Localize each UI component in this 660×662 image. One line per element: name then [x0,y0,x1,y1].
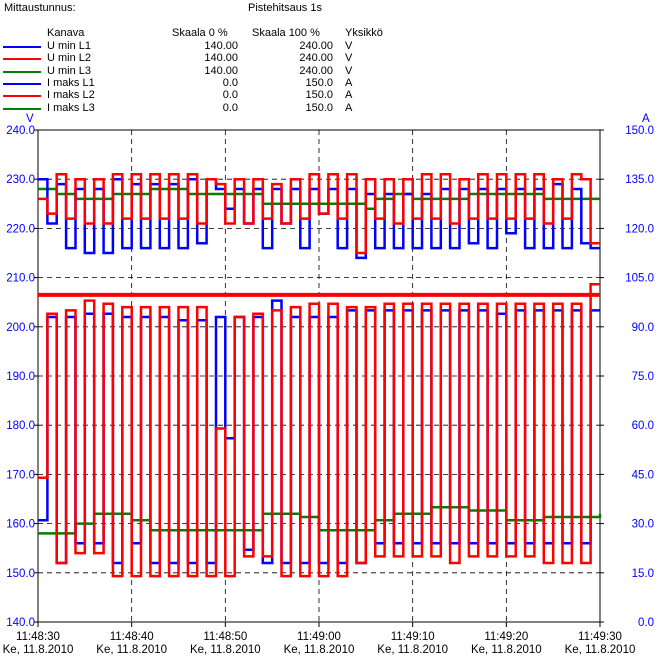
col-scale0-header: Skaala 0 % [172,27,228,39]
col-scale100-header: Skaala 100 % [252,27,320,39]
x-tick-date: Ke, 11.8.2010 [377,644,448,656]
right-tick-label: 120.0 [625,223,654,235]
legend-unit: V [345,64,353,77]
legend-unit: A [345,89,353,102]
left-tick-label: 170.0 [6,469,35,481]
legend-unit: V [345,52,353,65]
left-tick-label: 230.0 [6,174,35,186]
right-tick-label: 105.0 [625,273,654,285]
legend-swatch [3,95,41,98]
legend-row: I maks L2 0.0 150.0 A [0,89,400,101]
legend-channel-name: I maks L1 [47,76,95,89]
right-tick-label: 135.0 [625,174,654,186]
x-tick-time: 11:48:40 [110,631,154,643]
right-tick-label: 150.0 [625,125,654,137]
legend-channel-name: I maks L3 [47,101,95,114]
right-tick-label: 45.0 [632,469,654,481]
legend-scale0: 140.00 [204,64,238,77]
x-tick-time: 11:49:20 [484,631,528,643]
record-label: Mittaustunnus: [4,2,76,14]
legend-scale100: 150.0 [305,89,333,102]
right-tick-label: 15.0 [632,568,654,580]
x-tick-date: Ke, 11.8.2010 [3,644,74,656]
left-tick-label: 190.0 [6,371,35,383]
legend-swatch [3,46,41,48]
legend-channel-name: U min L3 [47,64,92,77]
x-tick-time: 11:48:50 [203,631,247,643]
legend-row: U min L3 140.00 240.00 V [0,65,400,77]
left-axis-unit: V [26,113,34,125]
x-tick-time: 11:48:30 [16,631,60,643]
right-tick-label: 75.0 [632,371,654,383]
legend-scale100: 150.0 [305,76,333,89]
legend-scale100: 240.00 [299,64,333,77]
right-tick-label: 60.0 [632,420,654,432]
legend-swatch [3,70,41,73]
legend-scale0: 140.00 [204,40,238,52]
x-tick-time: 11:49:30 [578,631,622,643]
left-tick-label: 210.0 [6,273,35,285]
legend-row: U min L1 140.00 240.00 V [0,40,400,52]
legend-swatch [3,107,41,110]
x-tick-time: 11:49:00 [297,631,341,643]
legend-swatch [3,58,41,61]
left-tick-label: 180.0 [6,420,35,432]
x-tick-time: 11:49:10 [391,631,435,643]
legend-row: U min L2 140.00 240.00 V [0,52,400,64]
x-tick-date: Ke, 11.8.2010 [565,644,636,656]
x-tick-date: Ke, 11.8.2010 [190,644,261,656]
legend-channel-name: U min L2 [47,52,92,65]
right-tick-label: 0.0 [638,617,654,629]
right-tick-label: 30.0 [632,519,654,531]
legend-unit: A [345,76,353,89]
left-tick-label: 220.0 [6,223,35,235]
legend-unit: A [345,101,353,114]
x-tick-date: Ke, 11.8.2010 [96,644,167,656]
col-unit-header: Yksikkö [345,27,383,39]
series-u-min-l2 [38,173,600,255]
record-name: Pistehitsaus 1s [248,2,322,14]
left-tick-label: 240.0 [6,125,35,137]
legend-row: I maks L1 0.0 150.0 A [0,77,400,89]
left-tick-label: 160.0 [6,519,35,531]
legend-scale100: 240.00 [299,52,333,65]
right-axis-unit: A [642,113,650,125]
legend-swatch [3,82,41,85]
legend-channel-name: U min L1 [47,40,92,52]
legend-scale100: 240.00 [299,40,333,52]
legend-unit: V [345,40,353,52]
legend-scale0: 140.00 [204,52,238,65]
left-tick-label: 200.0 [6,322,35,334]
legend-scale100: 150.0 [305,101,333,114]
x-tick-date: Ke, 11.8.2010 [284,644,355,656]
legend-scale0: 0.0 [222,89,238,102]
legend-scale0: 0.0 [222,101,238,114]
right-tick-label: 90.0 [632,322,654,334]
legend-scale0: 0.0 [222,76,238,89]
x-tick-date: Ke, 11.8.2010 [471,644,542,656]
col-channel-header: Kanava [47,27,85,39]
series-i-maks-l2 [38,282,600,578]
left-tick-label: 140.0 [6,617,35,629]
legend-row: I maks L3 0.0 150.0 A [0,102,400,114]
left-tick-label: 150.0 [6,568,35,580]
legend-channel-name: I maks L2 [47,89,95,102]
